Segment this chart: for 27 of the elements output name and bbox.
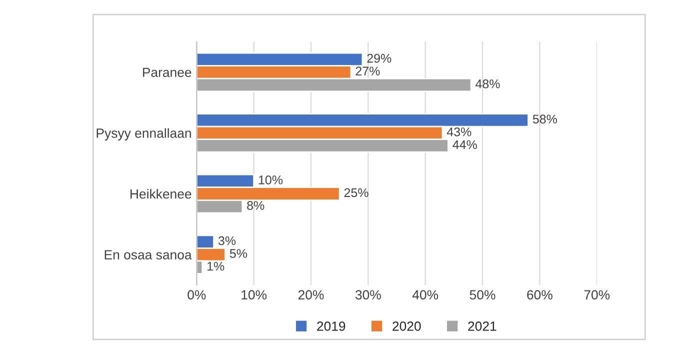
data-label: 8%: [247, 201, 264, 210]
y-tick-label: Paranee: [142, 68, 192, 78]
data-label: 25%: [344, 188, 368, 198]
data-label: 27%: [356, 66, 380, 76]
data-label: 44%: [452, 140, 477, 150]
data-label: 10%: [258, 175, 283, 184]
data-label: 58%: [532, 114, 557, 124]
x-tick-label: 30%: [355, 290, 381, 300]
data-label: 5%: [230, 249, 248, 258]
data-label: 1%: [207, 262, 224, 271]
x-tick-label: 0%: [188, 290, 206, 300]
data-label: 48%: [476, 79, 500, 88]
y-tick-label: Pysyy ennallaan: [96, 128, 191, 140]
y-tick-label: En osaa sanoa: [104, 250, 192, 260]
data-label: 29%: [367, 54, 392, 63]
y-tick-label: Heikkenee: [130, 188, 192, 199]
x-tick-label: 40%: [412, 290, 438, 300]
x-tick-label: 20%: [298, 290, 324, 300]
data-label: 3%: [218, 236, 236, 246]
x-tick-label: 50%: [470, 290, 496, 300]
legend-label: 2020: [392, 322, 421, 331]
legend-label: 2019: [317, 322, 346, 331]
data-label: 43%: [446, 127, 472, 136]
x-tick-label: 70%: [584, 290, 610, 300]
x-tick-label: 10%: [242, 290, 267, 300]
x-tick-label: 60%: [527, 290, 552, 300]
legend-label: 2021: [468, 322, 496, 331]
